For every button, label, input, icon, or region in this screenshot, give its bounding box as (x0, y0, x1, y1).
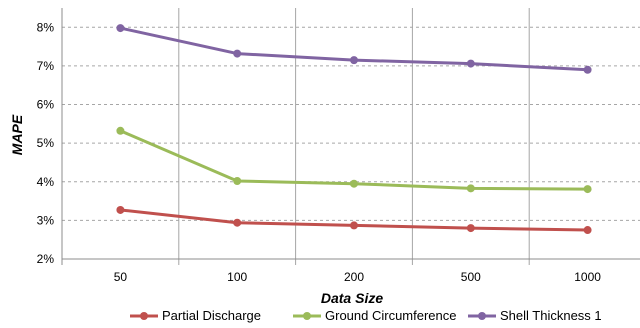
data-point (583, 226, 592, 235)
data-point (233, 218, 242, 227)
legend-item: Ground Circumference (293, 308, 457, 323)
data-point (350, 56, 358, 65)
grid (62, 8, 640, 265)
legend-marker-swatch (303, 312, 311, 320)
x-tick-label: 200 (344, 270, 364, 284)
y-tick-label: 4% (37, 175, 55, 189)
y-tick-label: 3% (37, 213, 55, 227)
y-tick-label: 2% (37, 252, 55, 266)
legend-label: Ground Circumference (325, 308, 457, 323)
y-tick-label: 6% (37, 98, 55, 112)
tick-labels: 2% 3% 4% 5% 6% 7% 8% 50 100 200 500 1000 (37, 20, 602, 284)
series-2 (116, 24, 592, 74)
x-tick-label: 100 (227, 270, 247, 284)
x-tick-label: 500 (461, 270, 481, 284)
x-tick-label: 1000 (574, 270, 601, 284)
data-point (233, 176, 242, 185)
legend-item: Shell Thickness 1 (468, 308, 602, 323)
legend-marker-swatch (478, 312, 486, 320)
legend-marker-swatch (140, 312, 148, 320)
series (116, 24, 592, 235)
data-point (466, 59, 475, 68)
axes (61, 8, 640, 265)
data-point (466, 184, 475, 193)
data-point (583, 185, 592, 194)
data-point (116, 126, 125, 135)
legend: Partial Discharge Ground Circumference She… (130, 308, 602, 323)
legend-label: Shell Thickness 1 (500, 308, 602, 323)
data-point (350, 179, 358, 188)
series-0 (116, 205, 592, 235)
y-tick-label: 8% (37, 20, 55, 34)
x-tick-label: 50 (114, 270, 128, 284)
data-point (116, 24, 125, 33)
legend-item: Partial Discharge (130, 308, 261, 323)
x-axis-title: Data Size (321, 290, 383, 306)
data-point (233, 49, 242, 58)
data-point (350, 221, 358, 230)
legend-label: Partial Discharge (162, 308, 261, 323)
y-tick-label: 7% (37, 59, 55, 73)
y-tick-label: 5% (37, 136, 55, 150)
data-point (466, 224, 475, 233)
data-point (116, 205, 125, 214)
y-axis-title: MAPE (9, 114, 25, 155)
data-point (583, 65, 592, 74)
series-1 (116, 126, 592, 194)
